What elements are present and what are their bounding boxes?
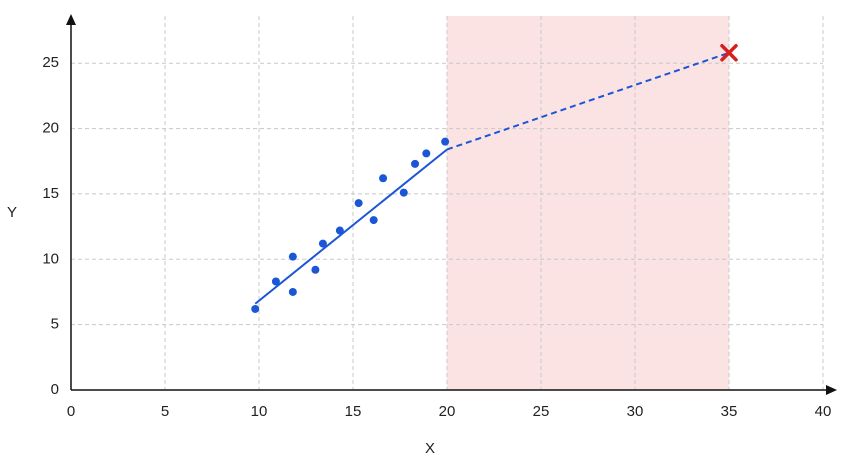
x-tick-label: 25	[533, 403, 550, 420]
y-tick-label: 10	[42, 250, 59, 267]
x-tick-label: 20	[439, 403, 456, 420]
y-axis-label: Y	[7, 204, 17, 221]
x-axis-label: X	[425, 440, 435, 457]
data-point	[271, 277, 280, 286]
data-point	[311, 265, 320, 274]
x-tick-label: 10	[251, 403, 268, 420]
x-tick-label: 40	[815, 403, 832, 420]
y-tick-label: 5	[51, 316, 59, 333]
data-point	[379, 174, 388, 183]
y-axis-arrow	[66, 14, 76, 25]
y-tick-label: 20	[42, 120, 59, 137]
shaded-region	[447, 16, 729, 390]
data-point	[399, 188, 408, 197]
x-tick-label: 35	[721, 403, 738, 420]
prediction-cross	[720, 44, 738, 62]
data-point	[288, 287, 297, 296]
y-tick-label: 15	[42, 185, 59, 202]
data-point	[369, 216, 378, 225]
x-axis-arrow	[826, 385, 837, 395]
data-point	[335, 226, 344, 235]
data-point	[251, 304, 260, 313]
data-point	[288, 252, 297, 261]
data-point	[422, 149, 431, 158]
data-point	[354, 199, 363, 208]
x-tick-label: 30	[627, 403, 644, 420]
prediction-marker	[720, 44, 738, 62]
x-tick-label: 0	[67, 403, 75, 420]
y-tick-label: 0	[51, 381, 59, 398]
data-point	[411, 159, 420, 168]
data-point	[318, 239, 327, 248]
y-tick-label: 25	[42, 54, 59, 71]
fit-line	[254, 148, 448, 305]
data-point	[441, 137, 450, 146]
x-tick-label: 5	[161, 403, 169, 420]
x-tick-label: 15	[345, 403, 362, 420]
